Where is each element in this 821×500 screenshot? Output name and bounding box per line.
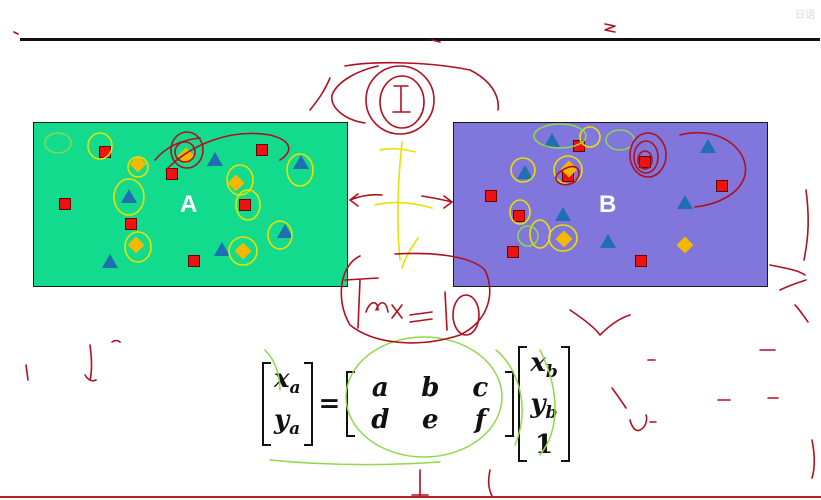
blue-triangle-marker <box>544 133 560 147</box>
red-square-marker <box>166 168 178 180</box>
blue-triangle-marker <box>293 155 309 169</box>
red-square-marker <box>59 198 71 210</box>
panel-a-label: A <box>180 191 197 219</box>
lhs-y: ya <box>274 405 301 444</box>
yellow-diamond-marker <box>128 237 145 254</box>
red-square-marker <box>125 218 137 230</box>
blue-triangle-marker <box>517 165 533 179</box>
blue-triangle-marker <box>700 139 716 153</box>
red-square-marker <box>716 180 728 192</box>
yellow-diamond-marker <box>228 175 245 192</box>
blue-triangle-marker <box>600 234 616 248</box>
panel-a: A <box>33 122 348 287</box>
yellow-diamond-marker <box>178 148 195 165</box>
bottom-rule <box>0 496 821 498</box>
red-square-marker <box>639 156 651 168</box>
red-square-marker <box>256 144 268 156</box>
blue-triangle-marker <box>555 207 571 221</box>
red-square-marker <box>573 140 585 152</box>
blue-triangle-marker <box>677 195 693 209</box>
matrix-c: c <box>458 373 502 403</box>
blue-triangle-marker <box>214 242 230 256</box>
equals-sign: = <box>319 389 341 419</box>
blue-triangle-marker <box>207 152 223 166</box>
rhs-vector: xb yb 1 <box>518 346 569 462</box>
transform-equation: xa ya = a b c d e f xb yb 1 <box>262 358 570 450</box>
corner-text: 日语 <box>795 6 815 21</box>
yellow-diamond-marker <box>556 231 573 248</box>
blue-triangle-marker <box>277 224 293 238</box>
red-square-marker <box>99 146 111 158</box>
blue-triangle-marker <box>121 189 137 203</box>
red-square-marker <box>485 190 497 202</box>
matrix-e: e <box>408 405 452 435</box>
panel-b: B <box>453 122 768 287</box>
lhs-x: xa <box>274 364 301 403</box>
matrix-a: a <box>358 373 402 403</box>
panel-b-label: B <box>599 191 616 219</box>
yellow-diamond-marker <box>677 237 694 254</box>
rhs-y: yb <box>530 389 557 428</box>
red-square-marker <box>513 210 525 222</box>
red-square-marker <box>188 255 200 267</box>
yellow-diamond-marker <box>130 156 147 173</box>
rhs-one: 1 <box>530 430 557 460</box>
matrix-f: f <box>458 405 502 435</box>
yellow-diamond-marker <box>235 243 252 260</box>
red-square-marker <box>635 255 647 267</box>
rhs-x: xb <box>530 348 557 387</box>
red-square-marker <box>507 246 519 258</box>
matrix-b: b <box>408 373 452 403</box>
blue-triangle-marker <box>102 254 118 268</box>
lhs-vector: xa ya <box>262 362 313 446</box>
matrix-d: d <box>358 405 402 435</box>
transform-matrix: a b c d e f <box>346 371 514 437</box>
red-square-marker <box>239 199 251 211</box>
top-rule <box>20 38 820 41</box>
